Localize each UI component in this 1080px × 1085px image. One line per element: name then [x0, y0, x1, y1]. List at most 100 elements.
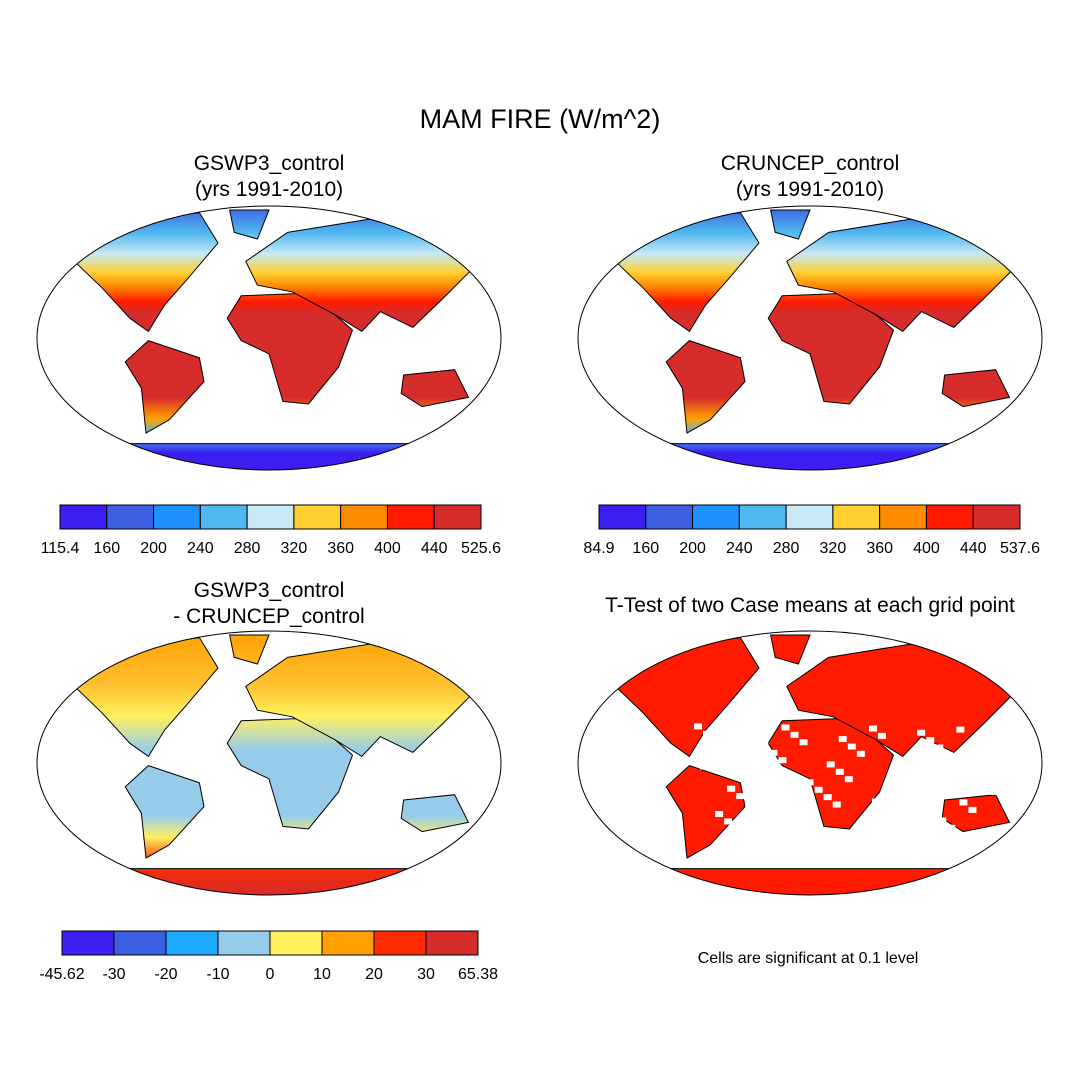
nonsignificant-cell — [790, 731, 799, 738]
nonsignificant-cell — [890, 813, 899, 820]
nonsignificant-cell — [802, 812, 811, 819]
nonsignificant-cell — [712, 738, 721, 745]
colorbar-box — [433, 504, 482, 530]
colorbar-box — [425, 930, 479, 956]
land — [228, 209, 270, 240]
colorbar-label: 240 — [187, 540, 214, 557]
nonsignificant-cell — [781, 724, 790, 731]
land — [769, 209, 811, 240]
nonsignificant-cell — [947, 824, 956, 831]
nonsignificant-cell — [877, 732, 886, 739]
nonsignificant-cell — [748, 767, 757, 774]
colorbar-label: 84.9 — [583, 540, 614, 557]
colorbar-box — [61, 930, 115, 956]
nonsignificant-cell — [724, 818, 733, 825]
colorbar-label: -30 — [102, 966, 125, 983]
map-border — [577, 630, 1043, 896]
nonsignificant-cell — [992, 756, 1001, 763]
colorbar-label: 200 — [140, 540, 167, 557]
colorbar-box — [153, 504, 201, 530]
nonsignificant-cell — [757, 775, 766, 782]
nonsignificant-cell — [847, 743, 856, 750]
land — [400, 794, 470, 833]
colorbar-box — [269, 930, 323, 956]
nonsignificant-cell — [745, 800, 754, 807]
colorbar-label: -20 — [154, 966, 177, 983]
land — [665, 340, 746, 434]
nonsignificant-cell — [950, 792, 959, 799]
panel-title: (yrs 1991-2010) — [736, 178, 884, 201]
figure-title: MAM FIRE (W/m^2) — [420, 104, 661, 134]
nonsignificant-cell — [769, 749, 778, 756]
nonsignificant-cell — [826, 761, 835, 768]
colorbar-label: 537.6 — [1000, 540, 1040, 557]
land — [228, 634, 270, 665]
panel-title: (yrs 1991-2010) — [195, 178, 343, 201]
colorbar-label: 400 — [913, 540, 940, 557]
panel-title: GSWP3_control — [194, 579, 345, 602]
panel-title: - CRUNCEP_control — [173, 605, 364, 628]
panel-title: T-Test of two Case means at each grid po… — [605, 594, 1015, 617]
colorbar-box — [832, 504, 881, 530]
map — [37, 634, 501, 895]
map-border — [36, 630, 502, 896]
nonsignificant-cell — [956, 726, 965, 733]
nonsignificant-cell — [856, 750, 865, 757]
colorbar-label: 160 — [632, 540, 659, 557]
colorbar-box — [972, 504, 1021, 530]
nonsignificant-cell — [902, 787, 911, 794]
colorbar-label: 360 — [327, 540, 354, 557]
land — [37, 443, 501, 470]
map — [37, 209, 501, 470]
nonsignificant-cell — [859, 823, 868, 830]
nonsignificant-cell — [971, 774, 980, 781]
nonsignificant-cell — [935, 744, 944, 751]
colorbar-label: 30 — [417, 966, 435, 983]
colorbar-label: -45.62 — [39, 966, 84, 983]
nonsignificant-cell — [715, 811, 724, 818]
colorbar-box — [373, 930, 427, 956]
map — [578, 209, 1042, 470]
land — [37, 868, 501, 895]
nonsignificant-cell — [868, 725, 877, 732]
land — [941, 794, 1011, 833]
nonsignificant-cell — [944, 751, 953, 758]
colorbar-box — [59, 504, 108, 530]
nonsignificant-cell — [736, 793, 745, 800]
nonsignificant-cell — [880, 805, 889, 812]
colorbar-box — [293, 504, 342, 530]
colorbar-label: -10 — [206, 966, 229, 983]
nonsignificant-cell — [917, 729, 926, 736]
nonsignificant-cell — [983, 748, 992, 755]
colorbar-label: 360 — [866, 540, 893, 557]
nonsignificant-cell — [703, 730, 712, 737]
colorbar-box — [692, 504, 740, 530]
colorbar-label: 400 — [374, 540, 401, 557]
land — [612, 212, 760, 333]
nonsignificant-cell — [989, 788, 998, 795]
nonsignificant-cell — [871, 798, 880, 805]
nonsignificant-cell — [905, 755, 914, 762]
land — [124, 340, 205, 434]
nonsignificant-cell — [959, 799, 968, 806]
colorbar-label: 525.6 — [461, 540, 501, 557]
colorbar-label: 280 — [773, 540, 800, 557]
colorbar-label: 65.38 — [458, 966, 498, 983]
nonsignificant-cell — [700, 763, 709, 770]
map-border — [577, 205, 1043, 471]
nonsignificant-cell — [727, 785, 736, 792]
colorbar-box — [879, 504, 927, 530]
nonsignificant-cell — [760, 742, 769, 749]
significance-note: Cells are significant at 0.1 level — [698, 950, 919, 967]
land — [612, 637, 760, 758]
colorbar-box — [645, 504, 694, 530]
colorbar-box — [246, 504, 295, 530]
panel-title: CRUNCEP_control — [721, 152, 900, 175]
nonsignificant-cell — [814, 786, 823, 793]
colorbar-label: 280 — [234, 540, 261, 557]
nonsignificant-cell — [923, 769, 932, 776]
nonsignificant-cell — [733, 825, 742, 832]
colorbar-label: 10 — [313, 966, 331, 983]
land — [578, 443, 1042, 470]
nonsignificant-cell — [793, 804, 802, 811]
